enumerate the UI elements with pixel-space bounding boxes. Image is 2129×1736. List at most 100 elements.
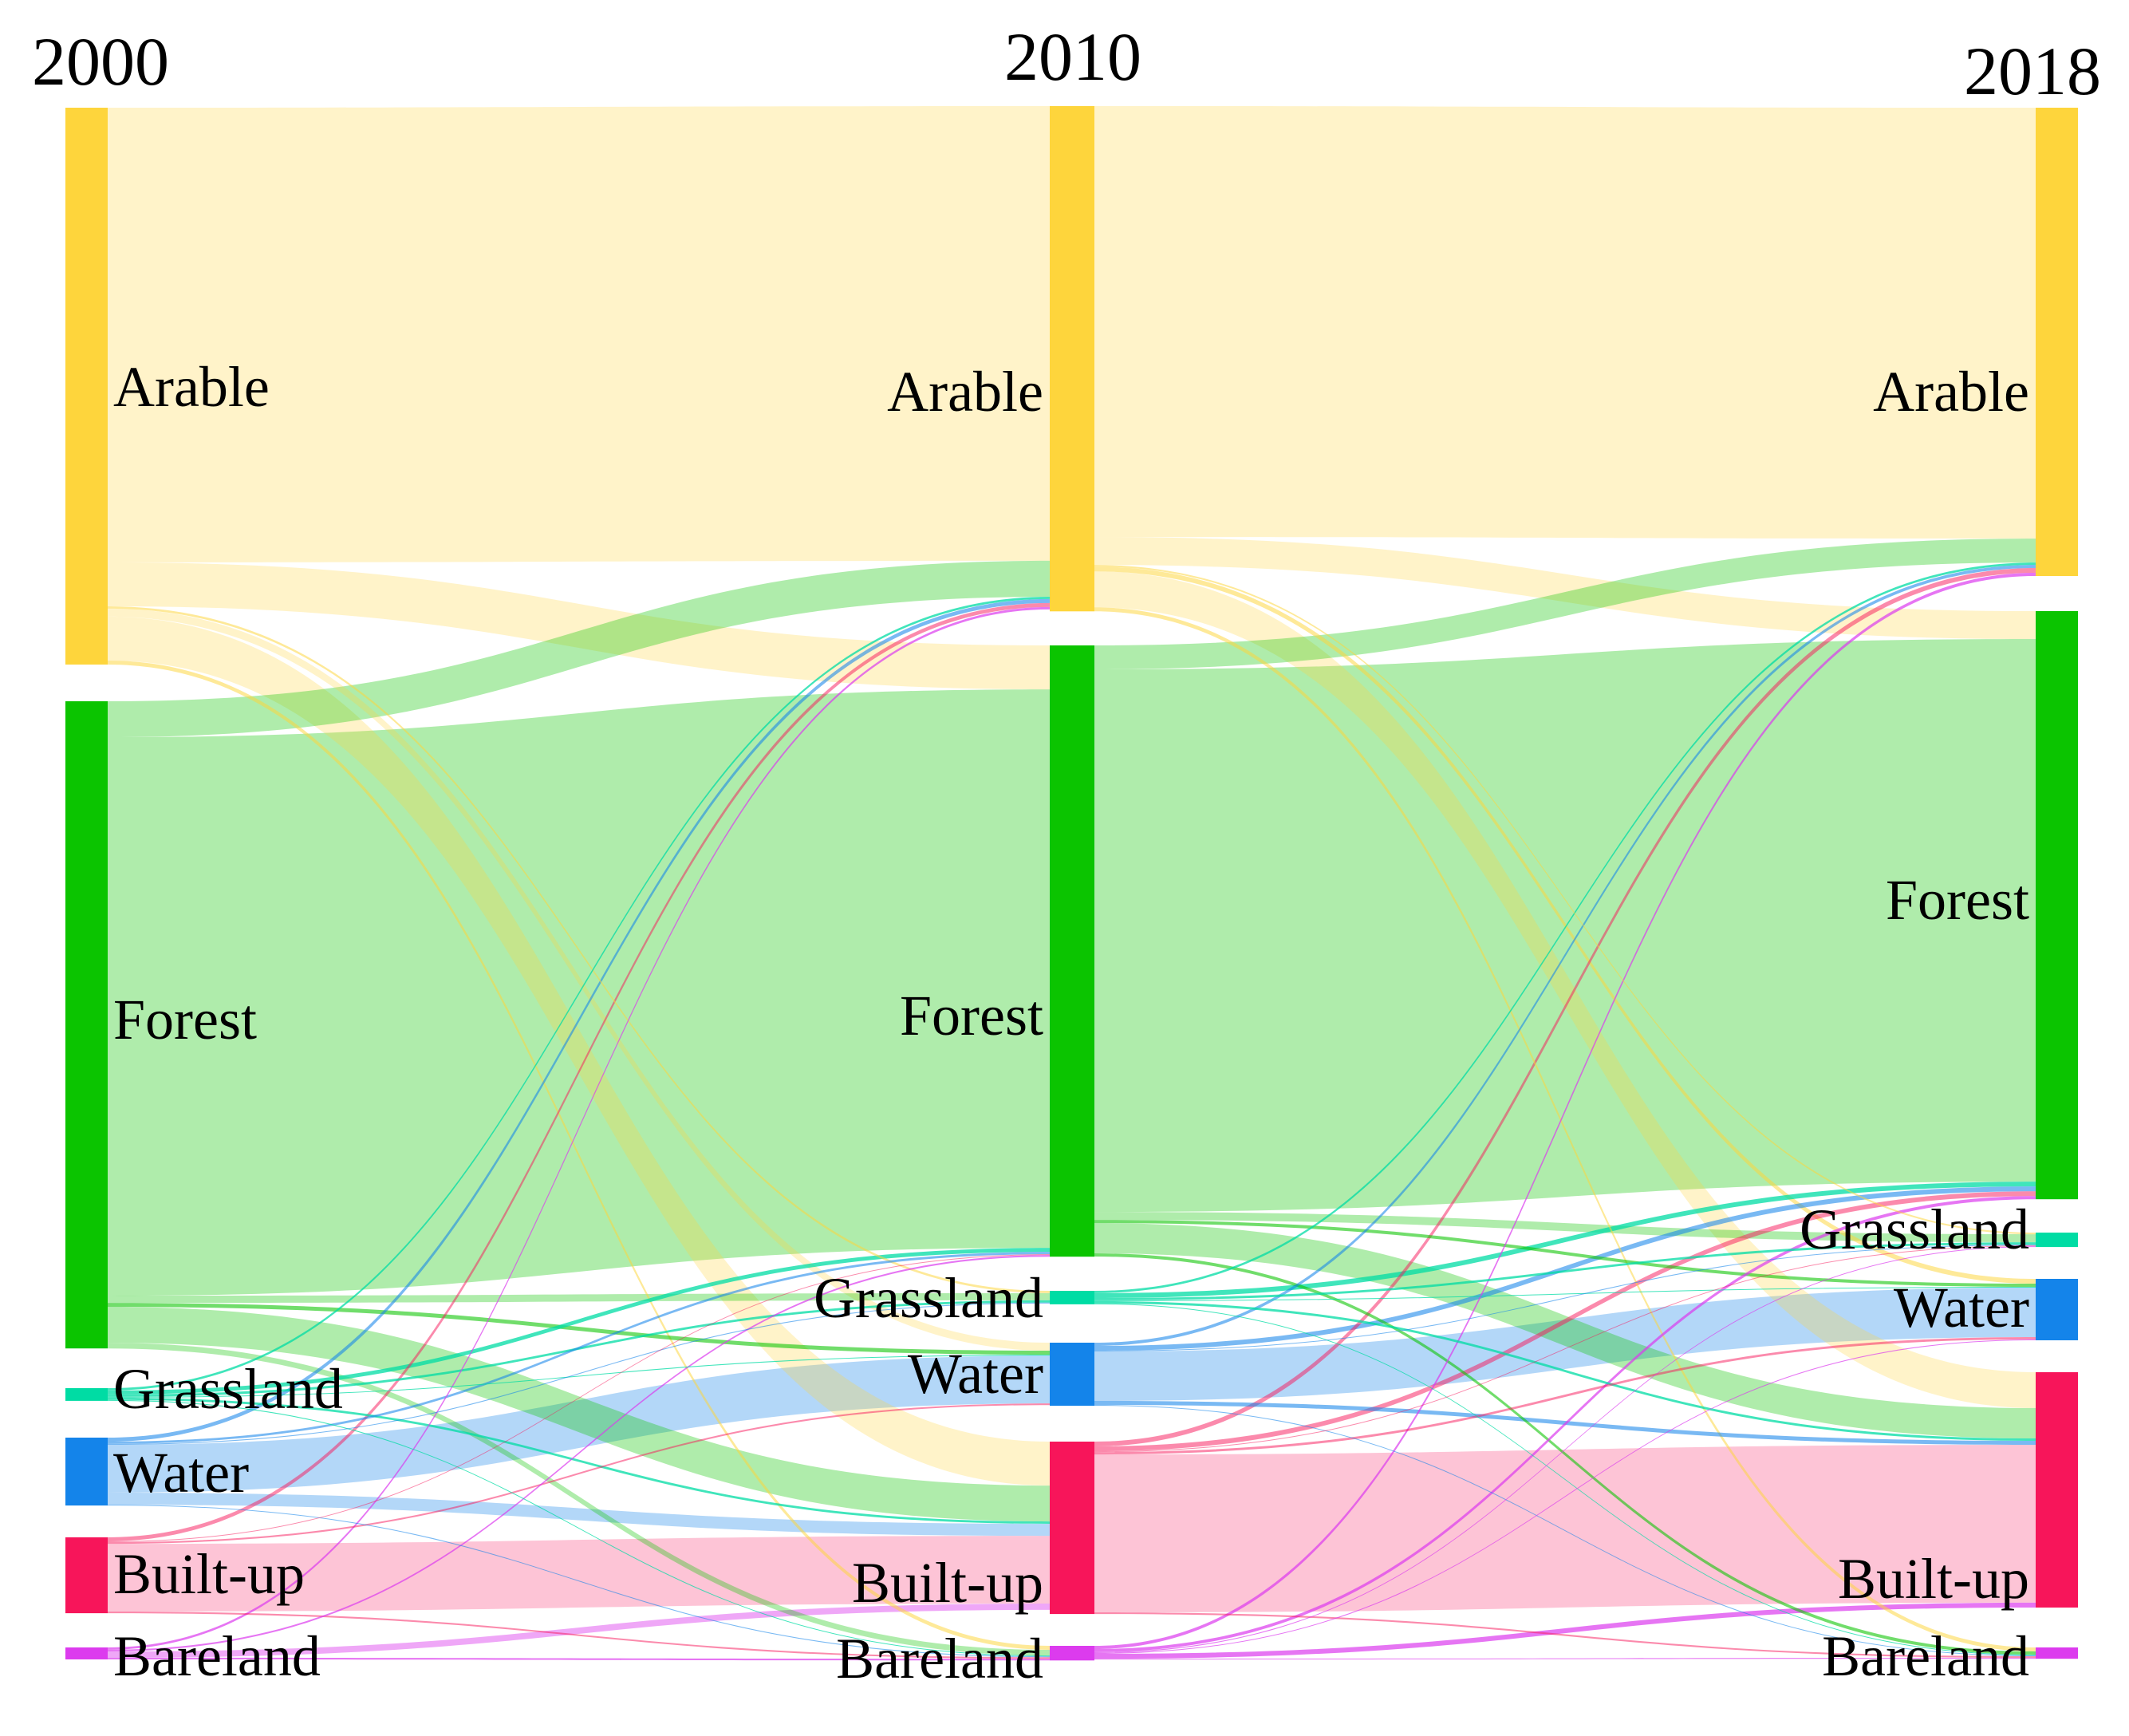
node-2000-forest (65, 701, 108, 1349)
flow-2010-bareland-to-2018-grassland (1094, 1246, 2036, 1653)
node-label-2018-forest: Forest (1886, 868, 2029, 932)
flow-2010-bareland-to-2018-bareland (1094, 1658, 2036, 1660)
flow-2000-forest-to-2010-arable (108, 560, 1050, 737)
node-label-2000-grassland: Grassland (113, 1357, 343, 1421)
flow-2000-bareland-to-2010-built-up (108, 1604, 1050, 1658)
flow-2000-arable-to-2010-bareland (108, 661, 1050, 1650)
flow-2010-grassland-to-2018-arable (1094, 562, 2036, 1293)
flow-2010-built-up-to-2018-built-up (1094, 1445, 2036, 1612)
flow-2000-arable-to-2010-grassland (108, 606, 1050, 1293)
flow-2010-bareland-to-2018-built-up (1094, 1602, 2036, 1659)
node-label-2010-grassland: Grassland (814, 1266, 1043, 1330)
node-2010-arable (1050, 106, 1094, 612)
flow-2010-forest-to-2018-grassland (1094, 1212, 2036, 1243)
flow-2010-grassland-to-2018-grassland (1094, 1242, 2036, 1300)
flow-2000-grassland-to-2010-forest (108, 1248, 1050, 1395)
flow-2010-built-up-to-2018-water (1094, 1337, 2036, 1455)
node-label-2010-bareland: Bareland (836, 1627, 1043, 1691)
flow-2010-arable-to-2018-grassland (1094, 565, 2036, 1235)
flow-2000-water-to-2010-built-up (108, 1493, 1050, 1537)
flow-2010-grassland-to-2018-forest (1094, 1182, 2036, 1298)
node-2000-built-up (65, 1537, 108, 1614)
flow-2010-bareland-to-2018-forest (1094, 1196, 2036, 1652)
flow-2010-water-to-2018-bareland (1094, 1405, 2036, 1656)
flow-2000-arable-to-2010-arable (108, 106, 1050, 562)
node-2010-forest (1050, 645, 1094, 1257)
node-2010-bareland (1050, 1646, 1094, 1661)
flow-2000-grassland-to-2010-bareland (108, 1399, 1050, 1657)
node-label-2018-grassland: Grassland (1800, 1197, 2029, 1261)
flow-2000-forest-to-2010-water (108, 1303, 1050, 1355)
flow-2010-bareland-to-2018-arable (1094, 573, 2036, 1649)
flow-2000-arable-to-2010-built-up (108, 616, 1050, 1486)
node-label-2018-built-up: Built-up (1838, 1547, 2029, 1611)
flow-2010-forest-to-2018-water (1094, 1220, 2036, 1287)
flow-2010-grassland-to-2018-bareland (1094, 1303, 2036, 1655)
flow-2010-built-up-to-2018-bareland (1094, 1612, 2036, 1659)
flow-2000-grassland-to-2010-water (108, 1355, 1050, 1398)
flow-2000-arable-to-2010-forest (108, 562, 1050, 690)
node-label-2018-arable: Arable (1873, 360, 2029, 424)
flow-2010-grassland-to-2018-built-up (1094, 1300, 2036, 1441)
flow-2000-water-to-2010-forest (108, 1252, 1050, 1444)
flow-2000-water-to-2010-grassland (108, 1302, 1050, 1445)
year-label-2000: 2000 (32, 23, 169, 100)
flow-2000-built-up-to-2010-built-up (108, 1536, 1050, 1612)
flow-2000-bareland-to-2010-bareland (108, 1657, 1050, 1661)
node-2010-built-up (1050, 1442, 1094, 1615)
flow-2010-built-up-to-2018-arable (1094, 568, 2036, 1446)
flow-2010-bareland-to-2018-water (1094, 1339, 2036, 1654)
node-2010-grassland (1050, 1291, 1094, 1304)
node-2000-bareland (65, 1647, 108, 1659)
node-label-2000-arable: Arable (113, 355, 270, 419)
node-2018-arable (2036, 108, 2078, 576)
flow-2000-water-to-2010-arable (108, 598, 1050, 1442)
node-2000-arable (65, 108, 108, 665)
flow-2010-arable-to-2018-forest (1094, 537, 2036, 639)
node-2018-grassland (2036, 1233, 2078, 1248)
flow-2000-forest-to-2010-grassland (108, 1292, 1050, 1304)
flow-2010-water-to-2018-forest (1094, 1186, 2036, 1351)
flow-2010-arable-to-2018-bareland (1094, 607, 2036, 1651)
node-2018-bareland (2036, 1647, 2078, 1659)
flow-2010-arable-to-2018-arable (1094, 106, 2036, 539)
flow-2000-arable-to-2010-water (108, 608, 1050, 1351)
flow-2010-forest-to-2018-built-up (1094, 1223, 2036, 1438)
node-label-2000-bareland: Bareland (113, 1624, 321, 1688)
node-label-2010-forest: Forest (900, 984, 1043, 1048)
flow-2010-grassland-to-2018-water (1094, 1287, 2036, 1301)
node-2018-water (2036, 1279, 2078, 1340)
flow-2010-water-to-2018-arable (1094, 565, 2036, 1346)
flow-2000-bareland-to-2010-forest (108, 1255, 1050, 1651)
node-2018-forest (2036, 611, 2078, 1200)
year-label-2018: 2018 (1964, 33, 2101, 109)
node-label-2000-water: Water (113, 1441, 249, 1505)
label-layer: 2000 2010 2018 Arable Forest Grassland Wate… (32, 18, 2101, 1691)
flow-2000-water-to-2010-water (108, 1355, 1050, 1493)
flow-2010-arable-to-2018-built-up (1094, 571, 2036, 1409)
flow-2000-built-up-to-2010-arable (108, 602, 1050, 1541)
flow-2000-built-up-to-2010-forest (108, 1254, 1050, 1542)
node-2018-built-up (2036, 1372, 2078, 1608)
node-label-2010-arable: Arable (887, 360, 1043, 424)
flow-2000-forest-to-2010-bareland (108, 1343, 1050, 1656)
node-label-2000-built-up: Built-up (113, 1542, 305, 1606)
flow-layer (108, 106, 2036, 1661)
flow-2000-built-up-to-2010-water (108, 1403, 1050, 1545)
flow-2000-grassland-to-2010-built-up (108, 1397, 1050, 1524)
flow-2010-built-up-to-2018-grassland (1094, 1245, 2036, 1453)
node-label-2018-water: Water (1894, 1276, 2029, 1339)
flow-2010-water-to-2018-water (1094, 1288, 2036, 1401)
year-label-2010: 2010 (1004, 18, 1141, 95)
node-2000-water (65, 1438, 108, 1506)
flow-2000-forest-to-2010-built-up (108, 1307, 1050, 1522)
node-label-2000-forest: Forest (113, 988, 257, 1051)
node-2000-grassland (65, 1388, 108, 1401)
flow-2010-built-up-to-2018-forest (1094, 1191, 2036, 1452)
node-label-2018-bareland: Bareland (1822, 1624, 2029, 1688)
flow-2000-bareland-to-2010-arable (108, 606, 1050, 1650)
flow-2000-water-to-2010-bareland (108, 1505, 1050, 1658)
flow-2010-arable-to-2018-water (1094, 566, 2036, 1284)
node-layer (65, 106, 2078, 1661)
